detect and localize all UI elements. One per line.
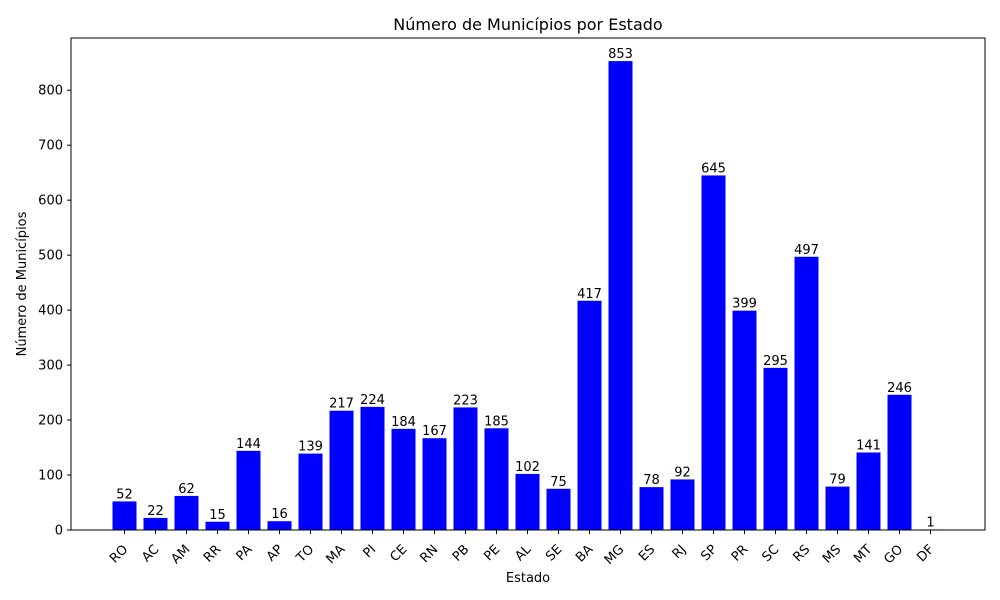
bar-pe bbox=[484, 428, 509, 530]
y-tick-label: 0 bbox=[55, 524, 63, 539]
x-tick-label-pi: PI bbox=[360, 542, 379, 561]
y-tick-label: 300 bbox=[38, 359, 63, 374]
data-label-sc: 295 bbox=[763, 354, 788, 369]
x-tick-label-ro: RO bbox=[107, 542, 131, 566]
data-label-rs: 497 bbox=[794, 243, 819, 258]
x-tick-label-pr: PR bbox=[729, 542, 752, 565]
x-tick-label-am: AM bbox=[169, 542, 194, 567]
x-tick-label-go: GO bbox=[881, 542, 906, 567]
data-label-pa: 144 bbox=[236, 437, 261, 452]
x-tick-label-to: TO bbox=[293, 542, 317, 566]
data-label-se: 75 bbox=[550, 475, 567, 490]
x-tick-label-sp: SP bbox=[698, 542, 720, 564]
bar-ma bbox=[329, 410, 354, 530]
data-label-ac: 22 bbox=[147, 504, 164, 519]
data-label-pr: 399 bbox=[732, 297, 757, 312]
bar-pr bbox=[732, 310, 757, 530]
bar-to bbox=[298, 453, 323, 530]
y-tick-label: 200 bbox=[38, 414, 63, 429]
bar-ba bbox=[577, 300, 602, 530]
x-tick-label-rj: RJ bbox=[670, 542, 690, 562]
data-label-sp: 645 bbox=[701, 161, 726, 176]
y-tick-label: 700 bbox=[38, 139, 63, 154]
data-label-to: 139 bbox=[298, 440, 323, 455]
bar-ac bbox=[143, 517, 168, 530]
data-label-ce: 184 bbox=[391, 415, 416, 430]
x-tick-label-rn: RN bbox=[417, 542, 441, 566]
bar-go bbox=[887, 394, 912, 530]
x-tick-label-sc: SC bbox=[759, 542, 782, 565]
data-label-es: 78 bbox=[643, 473, 660, 488]
x-tick-label-ac: AC bbox=[139, 542, 162, 565]
plot-area: 52 RO 22 AC 62 AM 15 RR 144 PA 16 AP 139 TO 217 MA 224 PI… bbox=[38, 37, 986, 568]
x-tick-label-es: ES bbox=[636, 542, 658, 564]
y-axis-title: Número de Municípios bbox=[15, 211, 30, 356]
chart-title: Número de Municípios por Estado bbox=[393, 15, 662, 34]
bar-rj bbox=[670, 479, 695, 530]
bar-se bbox=[546, 488, 571, 530]
x-tick-label-ap: AP bbox=[264, 542, 287, 565]
bar-rs bbox=[794, 256, 819, 530]
data-label-df: 1 bbox=[926, 515, 934, 530]
data-label-pb: 223 bbox=[453, 393, 478, 408]
bar-rr bbox=[205, 521, 230, 530]
bar-sc bbox=[763, 367, 788, 530]
data-label-ms: 79 bbox=[829, 473, 846, 488]
x-tick-label-rr: RR bbox=[201, 542, 224, 565]
plot-frame bbox=[70, 37, 986, 531]
x-axis-title: Estado bbox=[506, 571, 550, 586]
data-label-go: 246 bbox=[887, 381, 912, 396]
bar-al bbox=[515, 473, 540, 530]
bar-ap bbox=[267, 521, 292, 530]
bar-ro bbox=[112, 501, 137, 530]
bar-rn bbox=[422, 438, 447, 530]
data-label-pi: 224 bbox=[360, 393, 385, 408]
data-label-rn: 167 bbox=[422, 424, 447, 439]
y-tick-label: 600 bbox=[38, 194, 63, 209]
x-tick-label-pa: PA bbox=[233, 542, 255, 564]
x-tick-label-ba: BA bbox=[573, 542, 596, 565]
x-tick-label-pb: PB bbox=[450, 542, 472, 564]
x-tick-label-mt: MT bbox=[851, 542, 875, 566]
bar-sp bbox=[701, 175, 726, 530]
y-tick-label: 500 bbox=[38, 249, 63, 264]
bar-pa bbox=[236, 450, 261, 530]
x-tick-label-df: DF bbox=[914, 542, 937, 565]
data-label-rr: 15 bbox=[209, 508, 226, 523]
data-label-ba: 417 bbox=[577, 287, 602, 302]
x-tick-label-mg: MG bbox=[602, 542, 628, 568]
x-tick-label-se: SE bbox=[543, 542, 565, 564]
x-tick-label-ce: CE bbox=[387, 542, 410, 565]
data-label-mt: 141 bbox=[856, 438, 881, 453]
x-tick-label-rs: RS bbox=[790, 542, 813, 565]
x-tick-label-pe: PE bbox=[481, 542, 503, 564]
y-tick-label: 400 bbox=[38, 304, 63, 319]
data-label-ma: 217 bbox=[329, 397, 354, 412]
bar-ms bbox=[825, 486, 850, 530]
x-tick-label-ma: MA bbox=[324, 542, 349, 567]
bar-mt bbox=[856, 452, 881, 530]
bar-es bbox=[639, 487, 664, 530]
data-label-am: 62 bbox=[178, 482, 195, 497]
x-tick-label-al: AL bbox=[512, 542, 535, 565]
data-label-mg: 853 bbox=[608, 47, 633, 62]
bar-am bbox=[174, 495, 199, 530]
bar-pb bbox=[453, 407, 478, 530]
bar-mg bbox=[608, 61, 633, 531]
bar-pi bbox=[360, 406, 385, 530]
data-label-rj: 92 bbox=[674, 465, 691, 480]
y-tick-label: 100 bbox=[38, 469, 63, 484]
x-tick-label-ms: MS bbox=[820, 542, 844, 566]
bar-ce bbox=[391, 428, 416, 530]
data-label-ro: 52 bbox=[116, 487, 133, 502]
y-tick-label: 800 bbox=[38, 84, 63, 99]
data-label-ap: 16 bbox=[271, 507, 288, 522]
data-label-pe: 185 bbox=[484, 414, 509, 429]
data-label-al: 102 bbox=[515, 460, 540, 475]
